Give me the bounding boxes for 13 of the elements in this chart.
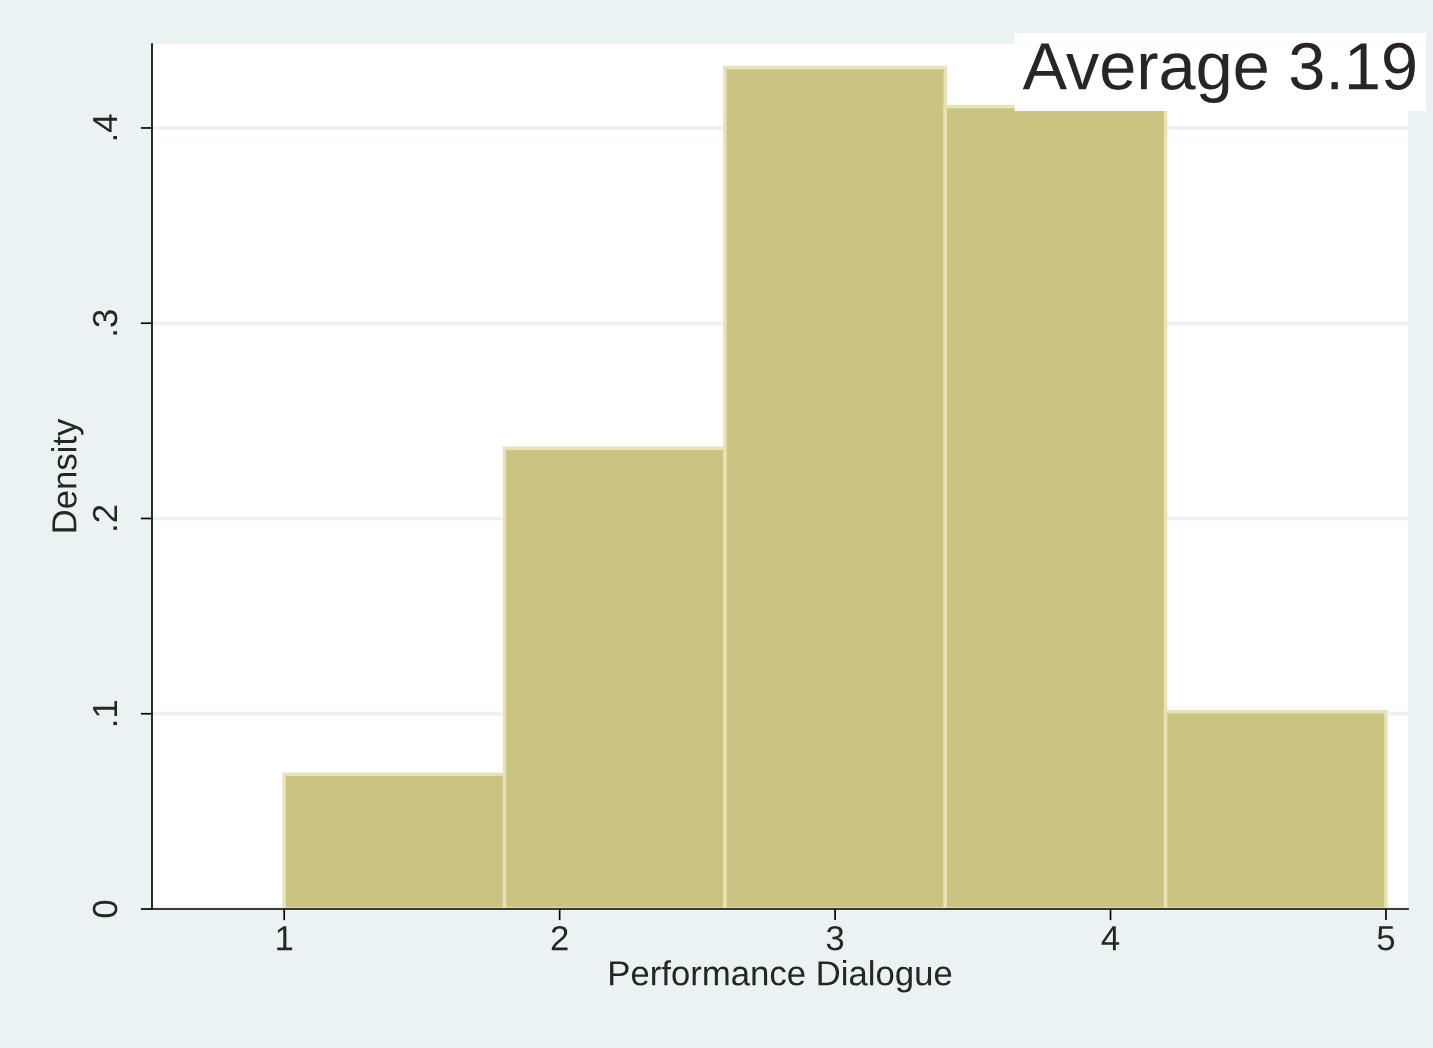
x-tick-label: 4 <box>1101 926 1120 951</box>
x-tick-label: 3 <box>826 925 844 951</box>
x-tick-label: 2 <box>551 925 568 951</box>
y-tick-label: .3 <box>92 310 118 335</box>
y-tick-label: .1 <box>93 700 118 726</box>
y-tick-label: .4 <box>93 114 118 140</box>
y-tick-label: .2 <box>92 505 118 530</box>
annotation: Average 3.19 <box>1022 42 1415 104</box>
y-tick-label: 0 <box>92 900 118 918</box>
x-tick-label: 1 <box>277 926 293 951</box>
x-tick-label: 5 <box>1377 926 1395 951</box>
y-axis-title: Density <box>51 418 84 532</box>
x-axis-title: Performance Dialogue <box>610 960 952 993</box>
